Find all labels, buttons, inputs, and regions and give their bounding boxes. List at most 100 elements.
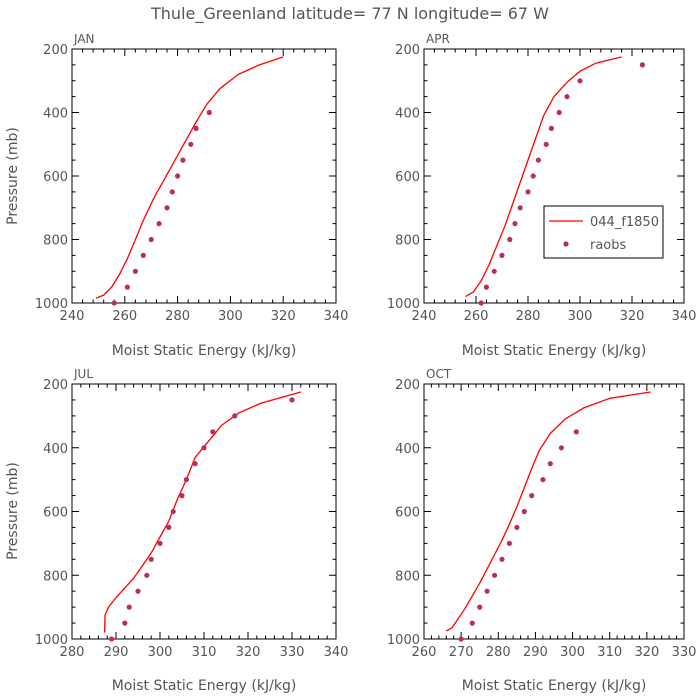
raobs-point [170,508,176,515]
x-tick-label: 310 [192,645,217,660]
raobs-point [543,141,549,147]
x-tick-label: 320 [634,645,659,660]
y-tick-label: 1000 [387,297,420,312]
x-tick-label: 310 [597,645,622,660]
raobs-point [639,62,646,68]
marks-jul [103,391,301,642]
marks-apr [465,56,646,306]
model-profile-line [465,56,622,298]
legend-label-raobs: raobs [590,238,627,253]
ticks-jul: 280 290 300 310 320 330 340 200 400 600 800 1000 [35,378,349,660]
x-tick-label: 300 [568,309,593,324]
model-profile-line [95,56,284,299]
raobs-point [507,236,513,243]
plot-frame-oct [423,383,685,640]
y-tick-label: 400 [43,107,68,122]
raobs-point [188,141,194,147]
y-tick-label: 200 [43,43,68,58]
raobs-point [514,524,520,531]
raobs-point [175,173,181,179]
raobs-point [124,284,130,290]
y-tick-label: 200 [395,43,420,58]
y-tick-label: 200 [43,378,68,393]
raobs-point [540,477,546,483]
marks-jan [95,56,284,306]
raobs-point [535,157,542,163]
raobs-point [289,397,295,403]
raobs-point [109,636,115,642]
x-tick-label: 280 [60,645,85,660]
raobs-point [126,604,132,610]
raobs-point [548,125,555,131]
panel-jul: JUL Moist Static Energy (kJ/kg) Pressure… [5,367,348,694]
raobs-point [458,636,464,642]
legend: 044_f1850 raobs [543,205,664,259]
legend-marker-swatch [563,241,569,247]
raobs-point [521,508,527,515]
raobs-point [517,205,523,211]
y-tick-label: 1000 [387,633,420,648]
y-tick-label: 600 [43,506,68,521]
raobs-point [558,445,565,451]
raobs-point [157,540,163,547]
x-tick-label: 300 [218,309,243,324]
raobs-point [547,461,553,467]
raobs-point [556,109,562,116]
x-tick-label: 240 [412,309,437,324]
y-tick-label: 600 [43,170,68,185]
y-tick-label: 800 [395,569,420,584]
y-tick-label: 800 [395,234,420,249]
raobs-point [573,429,579,435]
x-tick-label: 320 [620,309,645,324]
y-tick-label: 200 [395,378,420,393]
panel-oct: OCT Moist Static Energy (kJ/kg) 260 270 28… [387,367,697,694]
x-tick-label: 280 [165,309,190,324]
x-tick-label: 340 [324,309,349,324]
x-tick-label: 290 [104,645,129,660]
raobs-point [529,493,535,499]
y-tick-label: 600 [395,170,420,185]
raobs-point [166,524,172,531]
x-tick-label: 280 [516,309,541,324]
y-tick-label: 800 [43,234,68,249]
y-tick-label: 800 [43,569,68,584]
x-tick-label: 300 [560,645,585,660]
x-tick-label: 240 [60,309,85,324]
legend-box [543,205,664,259]
x-tick-label: 330 [672,645,697,660]
x-tick-label: 260 [112,309,137,324]
y-axis-label-jan: Pressure (mb) [5,127,21,225]
legend-label-model: 044_f1850 [590,215,659,230]
model-profile-line [103,391,301,633]
raobs-point [491,268,497,274]
raobs-point [192,461,198,467]
y-tick-label: 1000 [35,297,68,312]
raobs-point [469,620,475,626]
raobs-point [499,252,505,258]
raobs-point [183,477,189,483]
raobs-point [164,205,170,211]
plot-frame-apr [423,48,685,304]
ticks-apr: 240 260 280 300 320 340 200 400 600 800 1000 [387,43,697,324]
x-tick-label: 260 [412,645,437,660]
raobs-point [483,284,489,290]
panel-jan: JAN Moist Static Energy (kJ/kg) Pressure… [5,32,348,359]
marks-oct [445,391,651,642]
raobs-point [530,173,536,179]
raobs-point [232,413,238,419]
raobs-point [122,620,128,626]
raobs-point [148,236,154,243]
panel-title-apr: APR [426,32,450,46]
raobs-point [132,268,138,274]
y-tick-label: 400 [43,442,68,457]
model-profile-line [445,391,651,632]
raobs-point [156,221,162,227]
y-tick-label: 400 [395,107,420,122]
raobs-point [144,572,150,578]
y-tick-label: 600 [395,506,420,521]
x-tick-label: 290 [523,645,548,660]
x-tick-label: 320 [236,645,261,660]
y-tick-label: 400 [395,442,420,457]
raobs-point [577,78,583,84]
